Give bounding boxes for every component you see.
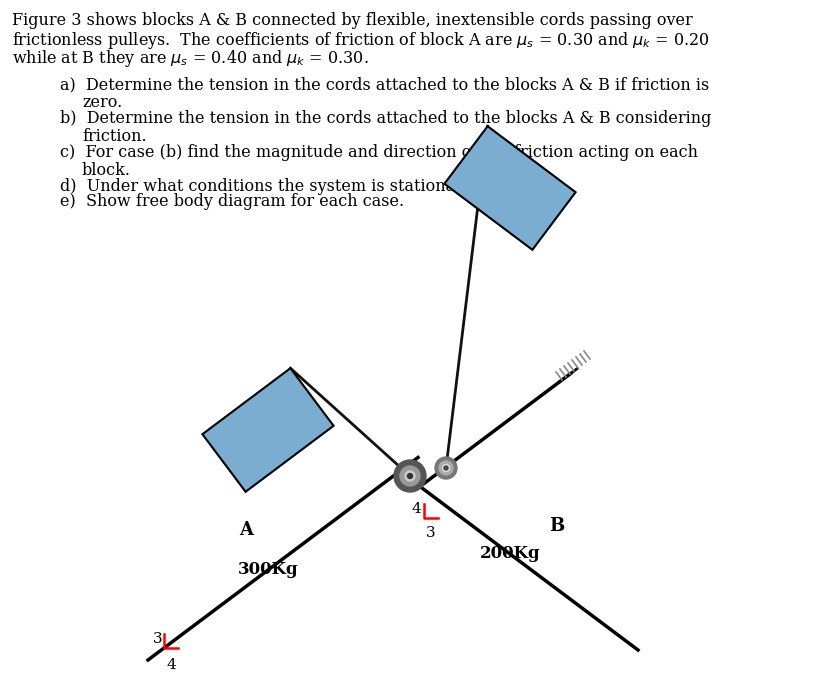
- Text: A: A: [240, 521, 254, 539]
- Text: a)  Determine the tension in the cords attached to the blocks A & B if friction : a) Determine the tension in the cords at…: [60, 76, 709, 93]
- Text: zero.: zero.: [82, 94, 122, 111]
- Text: 300Kg: 300Kg: [238, 561, 299, 579]
- Text: 4: 4: [411, 502, 421, 516]
- Text: b)  Determine the tension in the cords attached to the blocks A & B considering: b) Determine the tension in the cords at…: [60, 110, 712, 127]
- Text: block.: block.: [82, 162, 131, 179]
- Text: 4: 4: [166, 658, 176, 672]
- Text: c)  For case (b) find the magnitude and direction of the friction acting on each: c) For case (b) find the magnitude and d…: [60, 144, 698, 161]
- Text: 3: 3: [426, 526, 436, 540]
- Text: d)  Under what conditions the system is stationary.: d) Under what conditions the system is s…: [60, 178, 475, 195]
- Circle shape: [439, 461, 453, 475]
- Text: friction.: friction.: [82, 128, 146, 145]
- Polygon shape: [444, 126, 576, 250]
- Text: frictionless pulleys.  The coefficients of friction of block A are $\mu_s$ = 0.3: frictionless pulleys. The coefficients o…: [12, 30, 709, 51]
- Text: e)  Show free body diagram for each case.: e) Show free body diagram for each case.: [60, 193, 404, 210]
- Text: 3: 3: [152, 632, 162, 646]
- Text: B: B: [549, 517, 564, 535]
- Circle shape: [394, 460, 426, 492]
- Circle shape: [435, 457, 457, 479]
- Circle shape: [407, 473, 412, 479]
- Text: 200Kg: 200Kg: [479, 546, 541, 563]
- Circle shape: [400, 466, 420, 486]
- Circle shape: [443, 464, 450, 472]
- Polygon shape: [202, 369, 334, 492]
- Text: while at B they are $\mu_s$ = 0.40 and $\mu_k$ = 0.30.: while at B they are $\mu_s$ = 0.40 and $…: [12, 48, 369, 69]
- Circle shape: [444, 466, 448, 470]
- Text: Figure 3 shows blocks A & B connected by flexible, inextensible cords passing ov: Figure 3 shows blocks A & B connected by…: [12, 12, 693, 29]
- Circle shape: [405, 471, 415, 481]
